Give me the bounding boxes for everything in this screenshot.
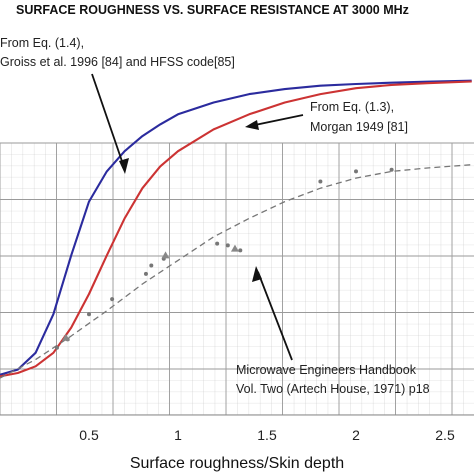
x-tick-label: 2 <box>352 427 360 443</box>
measured-point <box>143 271 148 276</box>
x-axis-label: Surface roughness/Skin depth <box>130 455 344 472</box>
plot-area <box>0 142 474 416</box>
measured-point <box>389 167 394 172</box>
series-line-1 <box>0 80 472 378</box>
grid-major <box>0 142 474 415</box>
annotation-eq13-arrowhead <box>245 120 259 130</box>
x-tick-label: 2.5 <box>435 427 455 443</box>
x-tick-label: 1.5 <box>257 427 277 443</box>
annotation-handbook-line1: Microwave Engineers Handbook <box>236 363 417 377</box>
annotation-handbook-arrowhead <box>252 266 262 282</box>
measured-point <box>238 248 243 253</box>
annotation-eq14-arrow <box>91 73 126 171</box>
annotation-eq13-line2: Morgan 1949 [81] <box>310 120 408 134</box>
measured-triangle <box>161 251 170 259</box>
measured-point <box>225 243 230 248</box>
measured-triangle <box>230 244 239 252</box>
measured-point <box>354 169 358 174</box>
measured-point <box>87 312 91 317</box>
chart-title: SURFACE ROUGHNESS VS. SURFACE RESISTANCE… <box>16 3 409 17</box>
measured-point <box>54 345 59 350</box>
series-line-0 <box>0 79 472 376</box>
annotation-eq14-line2: Groiss et al. 1996 [84] and HFSS code[85… <box>0 55 235 69</box>
series-layer <box>0 79 472 379</box>
annotations-layer: From Eq. (1.4), Groiss et al. 1996 [84] … <box>0 36 430 396</box>
series-line-2 <box>0 164 472 379</box>
x-tick-label: 0.5 <box>79 427 99 443</box>
measured-point <box>318 179 323 184</box>
measured-point <box>215 241 220 246</box>
annotation-handbook-arrow <box>257 271 293 361</box>
annotation-eq13-line1: From Eq. (1.3), <box>310 100 394 114</box>
annotation-eq13-arrow <box>249 114 304 127</box>
annotation-eq14-line1: From Eq. (1.4), <box>0 36 84 50</box>
x-tick-labels: 0.5 1 1.5 2 2.5 <box>79 427 455 443</box>
measured-point <box>149 263 154 268</box>
measured-triangle <box>61 333 70 341</box>
measured-point <box>110 297 115 302</box>
annotation-eq14-arrowhead <box>119 158 129 174</box>
grid-fine <box>0 143 474 415</box>
annotation-handbook-line2: Vol. Two (Artech House, 1971) p18 <box>236 382 430 396</box>
markers-layer <box>54 167 394 350</box>
x-tick-label: 1 <box>174 427 182 443</box>
